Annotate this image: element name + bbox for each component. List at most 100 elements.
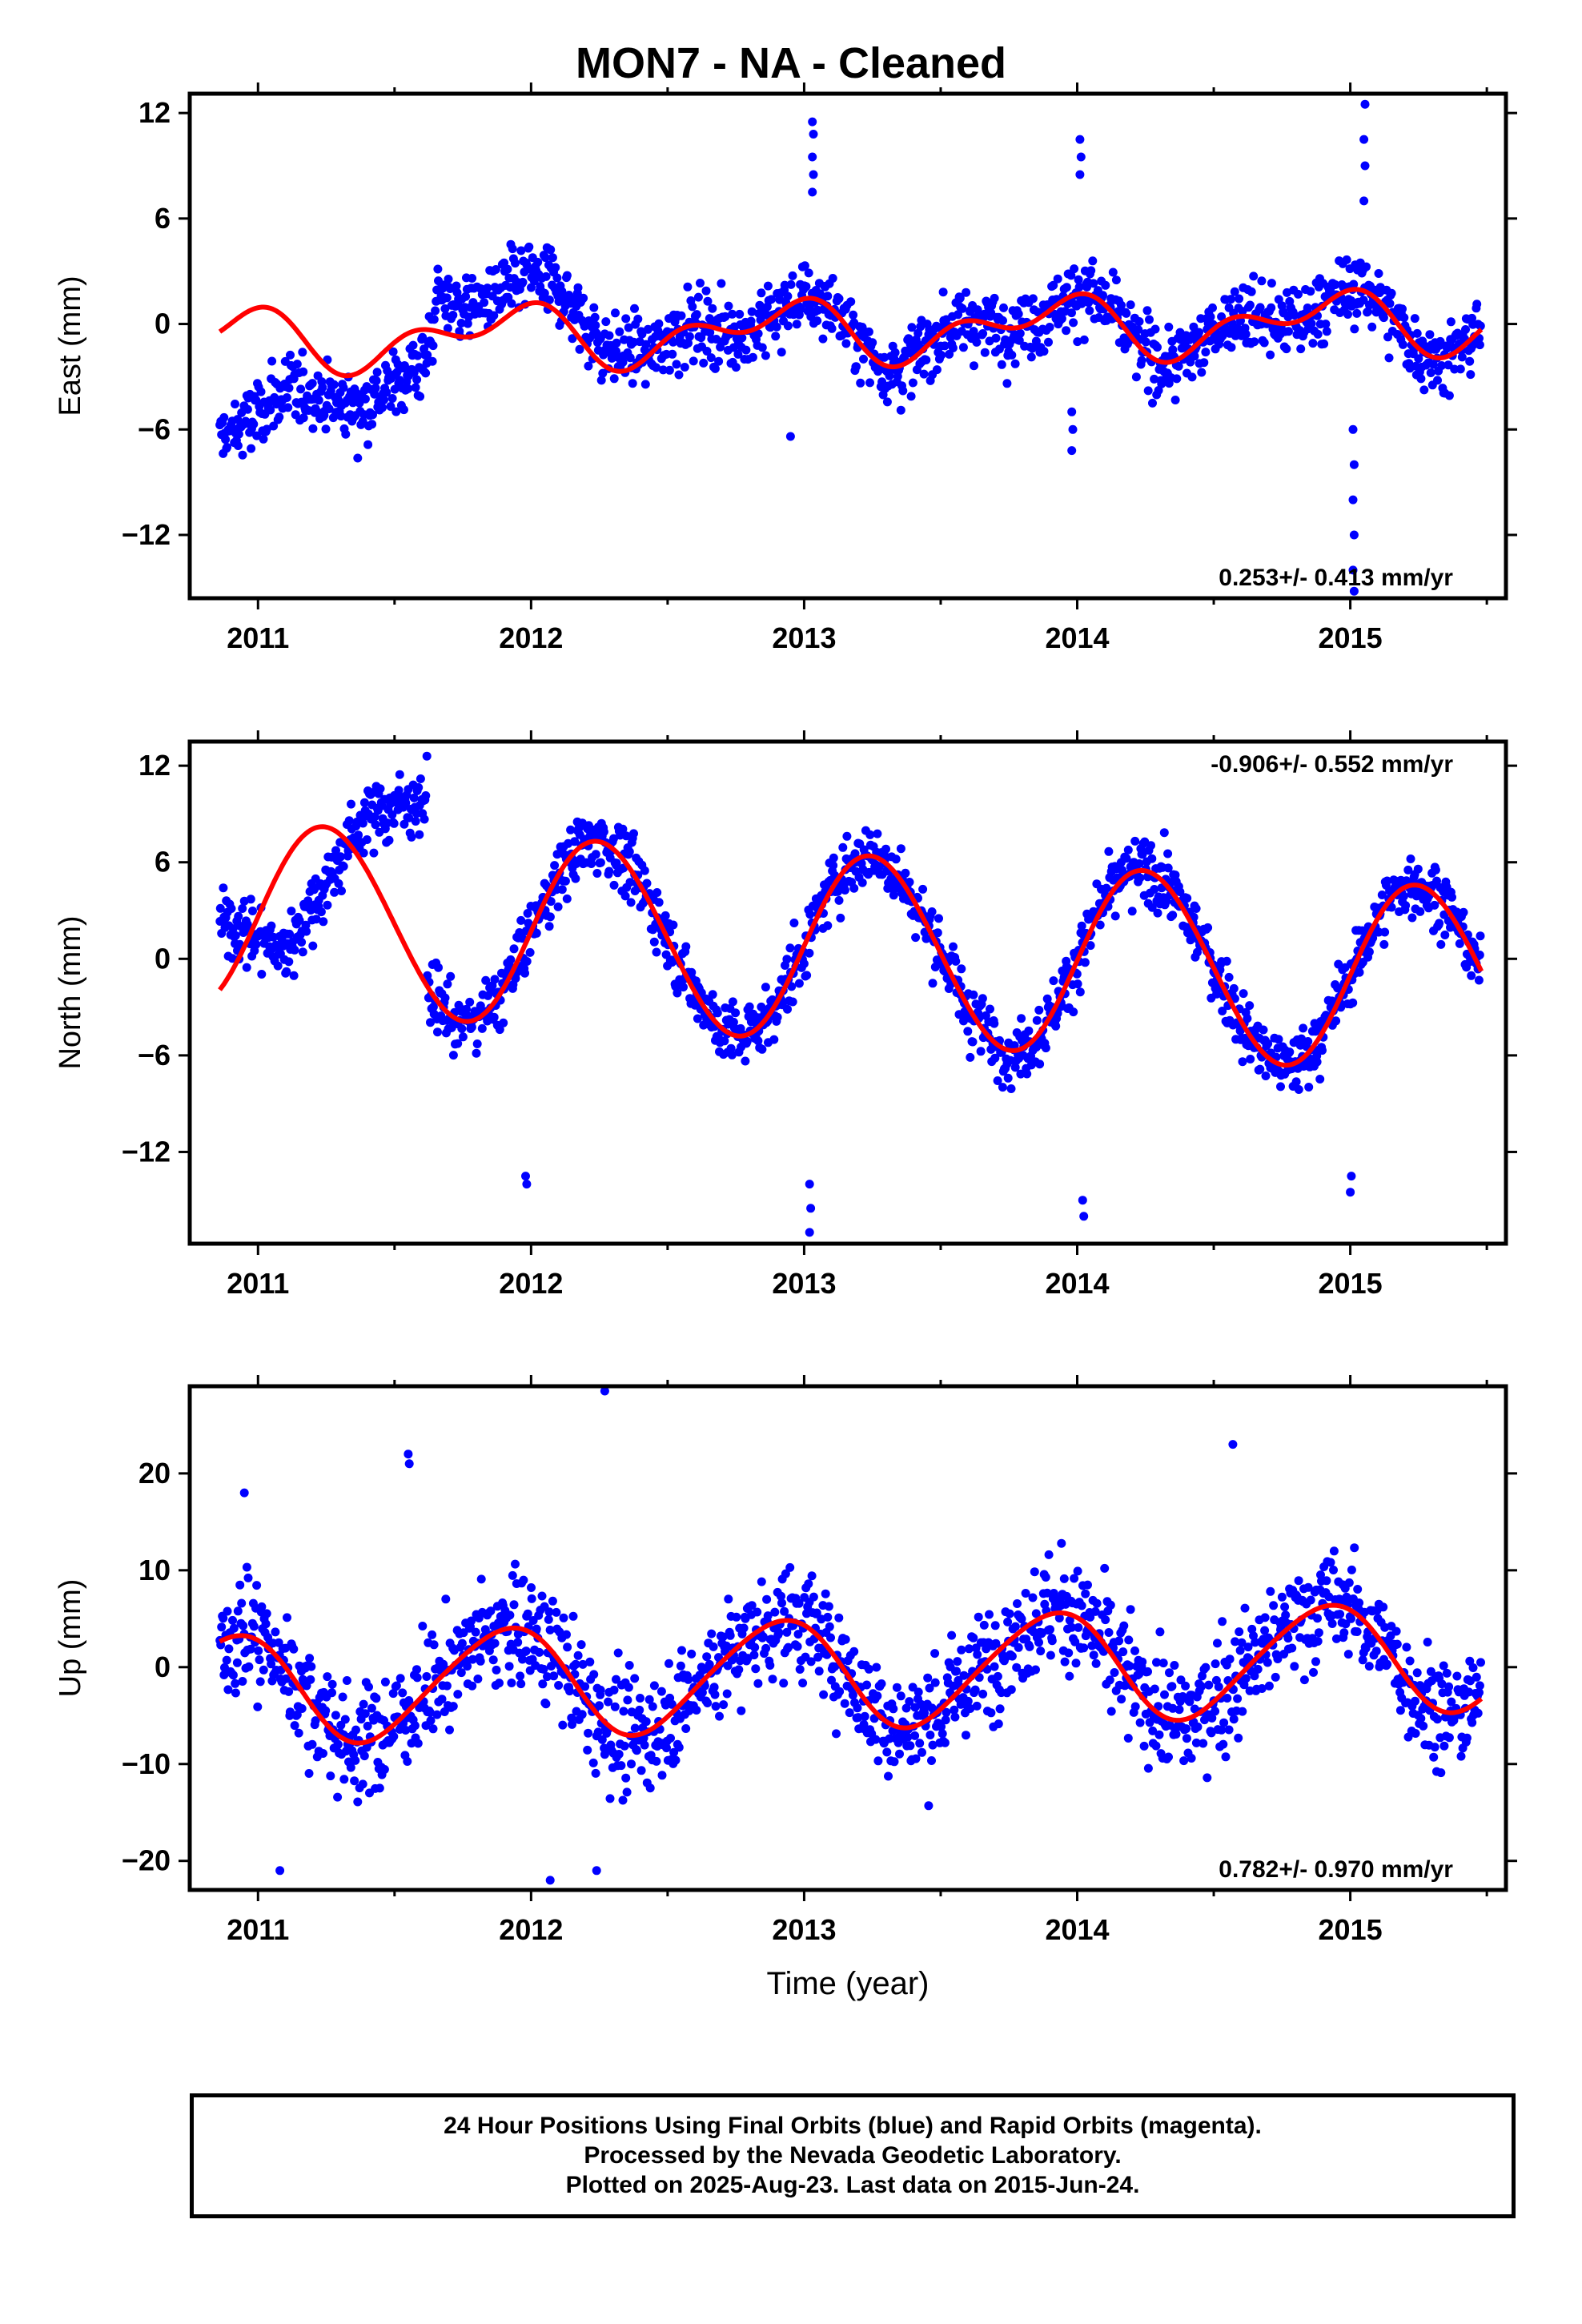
data-point	[990, 1019, 999, 1028]
data-point	[1030, 1567, 1039, 1577]
data-point	[751, 1664, 761, 1674]
data-point	[725, 1630, 735, 1640]
data-point	[1245, 300, 1255, 310]
data-point	[848, 1691, 857, 1700]
data-point	[1170, 1661, 1179, 1670]
data-point	[1247, 1624, 1257, 1634]
footer-line-1: 24 Hour Positions Using Final Orbits (bl…	[444, 2113, 1262, 2139]
data-point	[233, 1606, 243, 1616]
data-point	[596, 1685, 605, 1695]
x-tick-label: 2014	[1045, 1913, 1109, 1946]
data-point	[782, 1627, 792, 1637]
data-point	[629, 829, 638, 838]
data-point	[546, 245, 556, 255]
data-point	[928, 1740, 938, 1750]
data-point	[957, 964, 966, 974]
outlier-point	[805, 1228, 814, 1237]
data-point	[1207, 1713, 1217, 1723]
y-tick-label: 6	[155, 202, 171, 235]
data-point	[806, 1657, 816, 1667]
data-point	[246, 1644, 255, 1654]
data-point	[573, 283, 583, 292]
data-point	[1461, 325, 1470, 334]
data-point	[684, 1675, 693, 1684]
data-point	[1137, 356, 1146, 365]
data-point	[224, 1644, 234, 1654]
data-point	[1416, 1714, 1426, 1723]
data-point	[1197, 368, 1207, 377]
data-point	[999, 303, 1008, 312]
data-point	[1064, 1648, 1074, 1658]
data-point	[609, 834, 618, 843]
data-point	[1284, 327, 1293, 336]
data-point	[706, 353, 716, 363]
data-point	[856, 378, 865, 388]
data-point	[826, 1633, 835, 1642]
data-point	[371, 376, 381, 385]
north-rate-annotation: -0.906+/- 0.552 mm/yr	[1211, 751, 1453, 778]
data-point	[416, 774, 425, 783]
data-point	[339, 862, 348, 871]
data-point	[708, 990, 717, 999]
data-point	[442, 293, 452, 303]
data-point	[990, 1053, 1000, 1063]
data-point	[1439, 1661, 1448, 1671]
data-point	[292, 360, 302, 369]
data-point	[327, 1688, 336, 1698]
data-point	[924, 1801, 934, 1811]
data-point	[1241, 1674, 1251, 1683]
outlier-point	[1075, 135, 1085, 144]
data-point	[1039, 347, 1049, 356]
data-point	[882, 397, 892, 407]
data-point	[544, 296, 554, 304]
data-point	[918, 884, 928, 894]
data-point	[468, 1655, 477, 1664]
data-point	[728, 997, 737, 1007]
data-point	[463, 1662, 472, 1671]
data-point	[829, 853, 838, 862]
data-point	[951, 956, 961, 966]
data-point	[761, 1643, 771, 1653]
y-tick-label: 10	[139, 1554, 171, 1586]
data-point	[1069, 318, 1078, 328]
data-point	[926, 1731, 935, 1739]
data-point	[758, 1632, 768, 1642]
data-point	[1339, 1628, 1349, 1638]
data-point	[665, 365, 674, 375]
data-point	[1267, 303, 1276, 312]
data-point	[364, 1683, 373, 1691]
data-point	[448, 1051, 458, 1060]
data-point	[719, 1700, 729, 1710]
data-point	[1077, 921, 1086, 931]
data-point	[1028, 1593, 1038, 1602]
data-point	[750, 1642, 760, 1652]
data-point	[533, 257, 543, 267]
data-point	[468, 274, 477, 283]
data-point	[1111, 275, 1121, 285]
data-point	[386, 402, 396, 411]
data-point	[933, 928, 942, 938]
data-point	[1221, 1752, 1231, 1762]
data-point	[636, 1694, 644, 1703]
data-point	[753, 329, 763, 339]
data-point	[972, 337, 982, 347]
data-point	[263, 1633, 273, 1642]
data-point	[359, 848, 368, 858]
y-tick-label: −12	[122, 518, 171, 551]
data-point	[814, 1667, 824, 1676]
data-point	[298, 947, 307, 957]
data-point	[1318, 1046, 1327, 1055]
data-point	[242, 1562, 251, 1572]
data-point	[1104, 1628, 1114, 1637]
data-point	[295, 915, 304, 925]
data-point	[588, 1758, 598, 1767]
data-point	[433, 1027, 442, 1037]
data-point	[1283, 287, 1291, 297]
data-point	[532, 928, 541, 938]
data-point	[327, 1679, 337, 1689]
data-point	[782, 955, 792, 964]
data-point	[805, 948, 814, 958]
data-point	[1415, 1681, 1425, 1691]
data-point	[1095, 920, 1105, 930]
